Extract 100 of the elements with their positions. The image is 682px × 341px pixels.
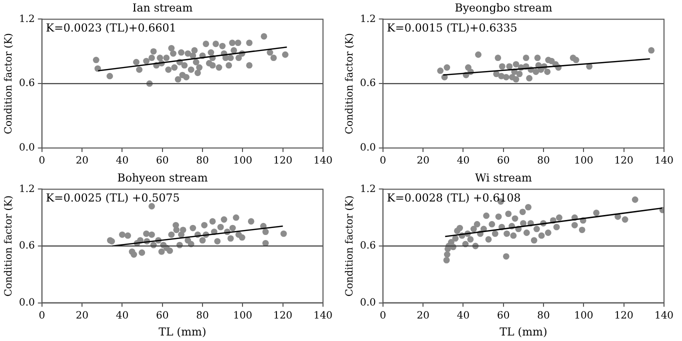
point [214, 238, 221, 244]
point [504, 230, 510, 237]
annotation: K=0.0028 (TL) +0.6108 [386, 192, 521, 205]
point [622, 216, 628, 223]
y-axis-title: Condition factor (K) [4, 32, 15, 134]
x-tick-label: 80 [196, 156, 209, 167]
point [282, 51, 288, 58]
y-axis-title: Condition factor (K) [4, 195, 15, 297]
point [199, 237, 206, 244]
y-tick-label: 0.6 [360, 240, 376, 252]
point [227, 235, 234, 242]
point [170, 50, 176, 57]
point [505, 210, 512, 218]
point [227, 54, 234, 62]
point [184, 50, 192, 57]
point [138, 249, 146, 256]
point [266, 49, 274, 56]
point [178, 49, 184, 56]
point [219, 42, 226, 50]
point [150, 48, 157, 55]
y-tick-label: 0.0 [18, 142, 35, 154]
point [494, 54, 502, 62]
point [119, 231, 126, 238]
x-tick-label: 120 [614, 310, 634, 322]
point [235, 54, 242, 62]
point [534, 54, 541, 62]
point [190, 224, 196, 232]
x-tick-label: 140 [313, 310, 333, 322]
y-tick-label: 0.6 [18, 240, 35, 252]
point [467, 236, 474, 243]
point [475, 51, 482, 58]
point [474, 221, 480, 228]
point [92, 56, 100, 64]
point [171, 64, 178, 71]
point [512, 76, 520, 83]
annotation: K=0.0025 (TL) +0.5075 [46, 192, 180, 205]
point [183, 74, 190, 80]
point [130, 251, 138, 258]
point [216, 64, 222, 71]
chart-title: Ian stream [132, 1, 194, 14]
annotation: K=0.0023 (TL)+0.6601 [46, 22, 176, 35]
point [544, 230, 552, 236]
x-axis-title: TL (mm) [500, 325, 548, 338]
point [502, 253, 510, 260]
y-tick-label: 0.0 [360, 142, 376, 154]
point [148, 54, 155, 62]
point [143, 230, 150, 237]
point [232, 214, 240, 221]
point [166, 248, 174, 254]
point [488, 221, 496, 228]
y-tick-label: 1.2 [360, 184, 376, 195]
point [168, 44, 175, 52]
point [525, 204, 532, 210]
x-tick-label: 20 [416, 310, 430, 322]
y-axis-title: Condition factor (K) [344, 32, 356, 134]
point [483, 212, 490, 219]
point [506, 63, 513, 70]
point [485, 236, 492, 243]
point [512, 215, 518, 222]
point [209, 218, 216, 225]
point [156, 54, 164, 62]
point [553, 224, 560, 230]
point [133, 58, 140, 66]
point [492, 230, 498, 237]
x-tick-label: 40 [116, 310, 129, 322]
point [136, 66, 142, 73]
point [208, 49, 214, 56]
x-tick-label: 140 [654, 310, 674, 322]
point [572, 56, 580, 64]
point [530, 237, 538, 244]
point [148, 231, 155, 238]
x-tick-label: 0 [38, 156, 46, 167]
x-tick-label: 100 [233, 156, 252, 167]
point [593, 210, 600, 216]
point [191, 47, 198, 54]
x-tick-label: 120 [273, 310, 292, 322]
point [444, 64, 450, 71]
point [168, 231, 175, 238]
x-tick-label: 40 [456, 310, 470, 322]
point [202, 40, 210, 48]
point [173, 226, 180, 234]
x-tick-label: 0 [380, 310, 386, 322]
point [260, 33, 268, 40]
point [443, 257, 450, 264]
point [556, 214, 562, 221]
x-tick-label: 20 [76, 310, 88, 322]
point [209, 62, 216, 69]
point [190, 52, 196, 59]
x-tick-label: 20 [416, 156, 430, 167]
point [495, 213, 502, 220]
point [165, 66, 172, 73]
point [148, 203, 155, 210]
point [532, 68, 540, 75]
x-tick-label: 100 [233, 310, 252, 322]
point [498, 63, 506, 70]
point [632, 196, 638, 203]
point [522, 54, 530, 62]
x-tick-label: 140 [654, 156, 674, 167]
point [229, 40, 236, 46]
point [578, 226, 586, 234]
